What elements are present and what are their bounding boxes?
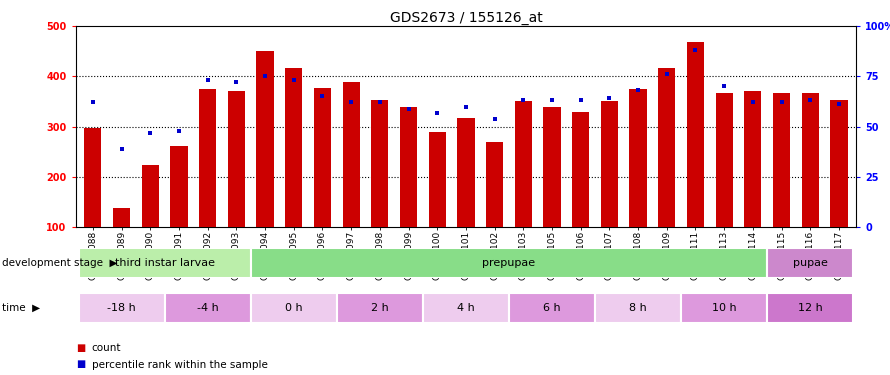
Point [401, 105, 416, 111]
Bar [228, 91, 245, 227]
Bar [773, 93, 790, 227]
Point [631, 87, 645, 93]
Text: 6 h: 6 h [543, 303, 561, 313]
Text: 0 h: 0 h [285, 303, 303, 313]
Bar [767, 248, 854, 278]
Bar [78, 292, 165, 323]
Point [516, 98, 530, 104]
Point [717, 84, 732, 90]
Point [746, 99, 760, 105]
Point [143, 130, 158, 136]
Bar [256, 51, 273, 227]
Point [230, 80, 244, 86]
Text: percentile rank within the sample: percentile rank within the sample [92, 360, 268, 369]
Bar [716, 93, 732, 227]
Text: ■: ■ [76, 360, 85, 369]
Bar [251, 248, 767, 278]
Point [803, 98, 817, 104]
Bar [142, 165, 159, 227]
Point [85, 99, 100, 105]
Text: 8 h: 8 h [629, 303, 647, 313]
Text: 4 h: 4 h [457, 303, 474, 313]
Bar [170, 146, 188, 227]
Text: time  ▶: time ▶ [2, 303, 40, 313]
Bar [486, 142, 503, 227]
Bar [681, 292, 767, 323]
Bar [744, 92, 762, 227]
Point [603, 96, 617, 102]
Bar [78, 248, 251, 278]
Point [115, 146, 129, 152]
Point [459, 104, 473, 110]
Point [774, 99, 789, 105]
Text: -18 h: -18 h [107, 303, 136, 313]
Bar [400, 106, 417, 227]
Bar [659, 68, 676, 227]
Bar [165, 292, 251, 323]
Bar [113, 209, 130, 227]
Bar [285, 68, 303, 227]
Bar [85, 128, 101, 227]
Bar [371, 100, 388, 227]
Bar [767, 292, 854, 323]
Point [545, 98, 559, 104]
Bar [595, 292, 681, 323]
Point [430, 110, 444, 116]
Bar [687, 42, 704, 227]
Bar [572, 111, 589, 227]
Text: 12 h: 12 h [798, 303, 822, 313]
Text: pupae: pupae [793, 258, 828, 268]
Point [573, 98, 587, 104]
Bar [336, 292, 423, 323]
Point [373, 99, 387, 105]
Text: -4 h: -4 h [197, 303, 219, 313]
Text: development stage  ▶: development stage ▶ [2, 258, 117, 268]
Text: third instar larvae: third instar larvae [115, 258, 214, 268]
Bar [251, 292, 336, 323]
Point [315, 93, 329, 99]
Text: count: count [92, 343, 121, 353]
Bar [629, 90, 647, 227]
Point [258, 74, 272, 80]
Bar [314, 88, 331, 227]
Title: GDS2673 / 155126_at: GDS2673 / 155126_at [390, 11, 542, 25]
Text: 10 h: 10 h [712, 303, 737, 313]
Bar [514, 102, 532, 227]
Point [688, 47, 702, 53]
Bar [509, 292, 595, 323]
Bar [423, 292, 509, 323]
Bar [544, 106, 561, 227]
Bar [601, 102, 618, 227]
Point [172, 128, 186, 134]
Point [832, 102, 846, 108]
Point [659, 71, 674, 77]
Bar [343, 82, 360, 227]
Text: prepupae: prepupae [482, 258, 536, 268]
Text: 2 h: 2 h [371, 303, 389, 313]
Bar [457, 118, 474, 227]
Point [287, 77, 301, 83]
Point [344, 99, 359, 105]
Text: ■: ■ [76, 343, 85, 353]
Bar [429, 132, 446, 227]
Bar [199, 90, 216, 227]
Point [200, 77, 214, 83]
Point [488, 116, 502, 122]
Bar [830, 100, 847, 227]
Bar [802, 93, 819, 227]
